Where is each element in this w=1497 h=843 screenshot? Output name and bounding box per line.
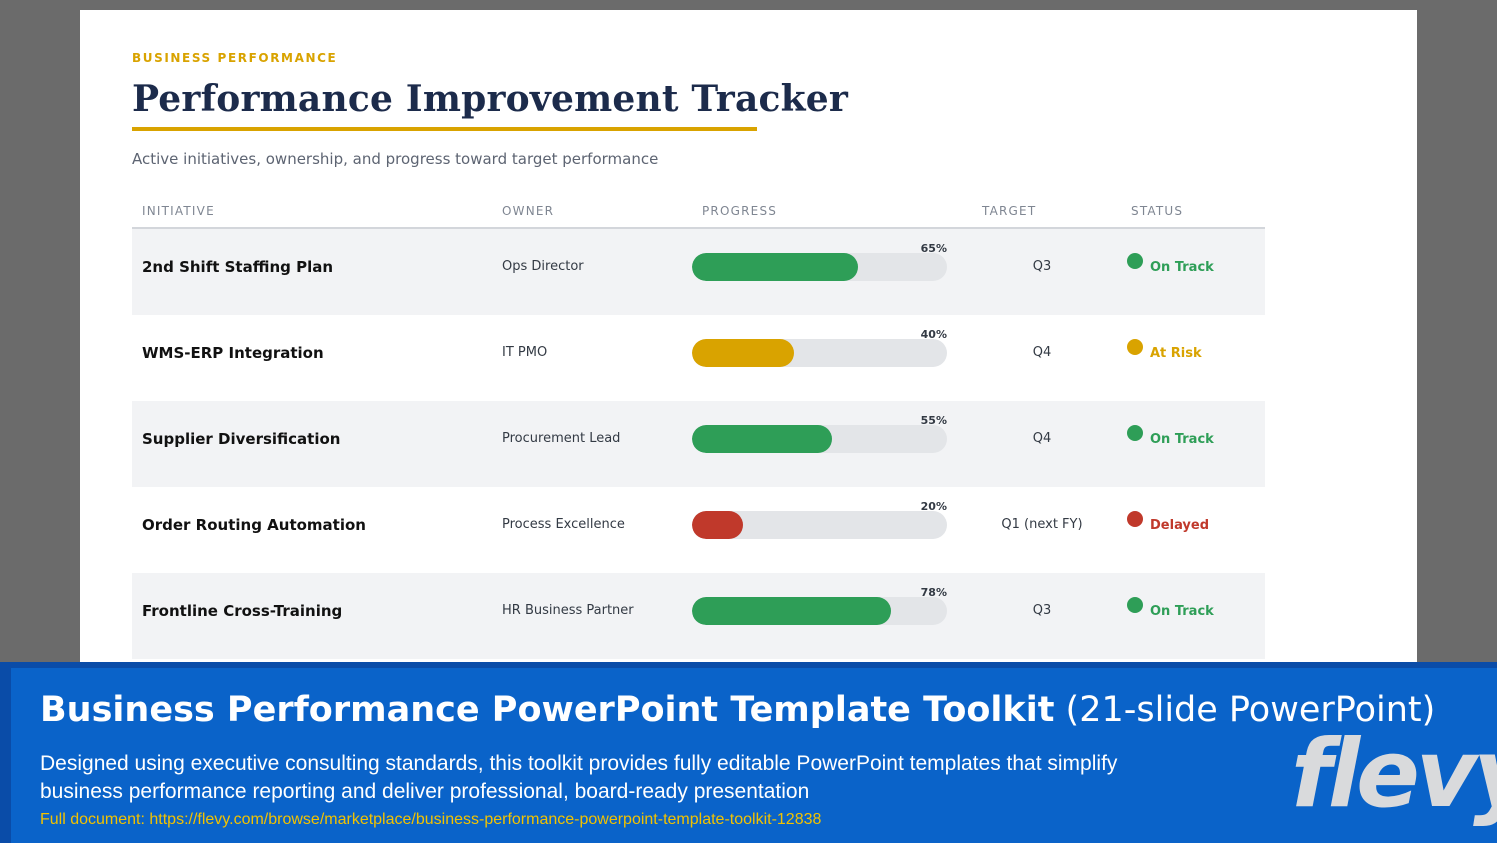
status-badge: On Track bbox=[1150, 604, 1214, 619]
slide-eyebrow: BUSINESS PERFORMANCE bbox=[132, 51, 338, 65]
progress-bar bbox=[692, 597, 947, 625]
table-row: WMS-ERP Integration IT PMO 40% Q4 At Risk bbox=[132, 315, 1265, 401]
progress-percent: 65% bbox=[920, 242, 947, 255]
progress-bar bbox=[692, 425, 947, 453]
initiative-name: Supplier Diversification bbox=[142, 430, 341, 448]
owner-name: Procurement Lead bbox=[502, 431, 621, 446]
progress-bar-fill bbox=[692, 597, 891, 625]
target-quarter: Q3 bbox=[1032, 259, 1052, 274]
owner-name: Process Excellence bbox=[502, 517, 625, 532]
tracker-table: INITIATIVE OWNER PROGRESS TARGET STATUS … bbox=[132, 200, 1265, 659]
status-dot-icon bbox=[1127, 597, 1143, 613]
initiative-name: WMS-ERP Integration bbox=[142, 344, 324, 362]
header-progress: PROGRESS bbox=[702, 204, 778, 218]
progress-percent: 78% bbox=[920, 586, 947, 599]
status-badge: On Track bbox=[1150, 260, 1214, 275]
status-dot-icon bbox=[1127, 425, 1143, 441]
progress-bar bbox=[692, 511, 947, 539]
table-header: INITIATIVE OWNER PROGRESS TARGET STATUS bbox=[132, 200, 1265, 229]
progress-bar-fill bbox=[692, 339, 794, 367]
status-dot-icon bbox=[1127, 511, 1143, 527]
slide: BUSINESS PERFORMANCE Performance Improve… bbox=[80, 10, 1417, 665]
progress-bar-fill bbox=[692, 425, 833, 453]
table-row: Order Routing Automation Process Excellen… bbox=[132, 487, 1265, 573]
table-row: 2nd Shift Staffing Plan Ops Director 65% Q3… bbox=[132, 229, 1265, 315]
progress-bar bbox=[692, 253, 947, 281]
header-initiative: INITIATIVE bbox=[142, 204, 215, 218]
page-title: Performance Improvement Tracker bbox=[132, 78, 849, 120]
progress-bar-fill bbox=[692, 511, 743, 539]
initiative-name: Frontline Cross-Training bbox=[142, 602, 343, 620]
banner-description: Designed using executive consulting stan… bbox=[40, 752, 1118, 803]
flevy-logo: flevy bbox=[1291, 720, 1497, 829]
progress-bar-fill bbox=[692, 253, 858, 281]
title-underline bbox=[132, 127, 757, 131]
progress-percent: 40% bbox=[920, 328, 947, 341]
banner-title-bold: Business Performance PowerPoint Template… bbox=[40, 690, 1055, 730]
page-subtitle: Active initiatives, ownership, and progr… bbox=[132, 150, 659, 168]
promo-banner: Business Performance PowerPoint Template… bbox=[0, 662, 1497, 843]
status-badge: On Track bbox=[1150, 432, 1214, 447]
owner-name: Ops Director bbox=[502, 259, 584, 274]
table-row: Frontline Cross-Training HR Business Part… bbox=[132, 573, 1265, 659]
owner-name: IT PMO bbox=[502, 345, 548, 360]
header-status: STATUS bbox=[1131, 204, 1184, 218]
status-badge: Delayed bbox=[1150, 518, 1210, 533]
header-owner: OWNER bbox=[502, 204, 555, 218]
target-quarter: Q4 bbox=[1032, 345, 1052, 360]
target-quarter: Q1 (next FY) bbox=[1001, 517, 1083, 532]
owner-name: HR Business Partner bbox=[502, 603, 634, 618]
status-badge: At Risk bbox=[1150, 346, 1202, 361]
progress-percent: 55% bbox=[920, 414, 947, 427]
banner-link[interactable]: Full document: https://flevy.com/browse/… bbox=[40, 811, 822, 828]
target-quarter: Q4 bbox=[1032, 431, 1052, 446]
table-row: Supplier Diversification Procurement Lead… bbox=[132, 401, 1265, 487]
status-dot-icon bbox=[1127, 253, 1143, 269]
table-body: 2nd Shift Staffing Plan Ops Director 65% Q3… bbox=[132, 229, 1265, 659]
progress-percent: 20% bbox=[920, 500, 947, 513]
banner-title: Business Performance PowerPoint Template… bbox=[40, 690, 1435, 730]
initiative-name: 2nd Shift Staffing Plan bbox=[142, 258, 334, 276]
target-quarter: Q3 bbox=[1032, 603, 1052, 618]
progress-bar bbox=[692, 339, 947, 367]
promo-banner-inner: Business Performance PowerPoint Template… bbox=[11, 668, 1497, 843]
banner-title-light: (21-slide PowerPoint) bbox=[1054, 690, 1436, 730]
initiative-name: Order Routing Automation bbox=[142, 516, 366, 534]
header-target: TARGET bbox=[982, 204, 1037, 218]
status-dot-icon bbox=[1127, 339, 1143, 355]
